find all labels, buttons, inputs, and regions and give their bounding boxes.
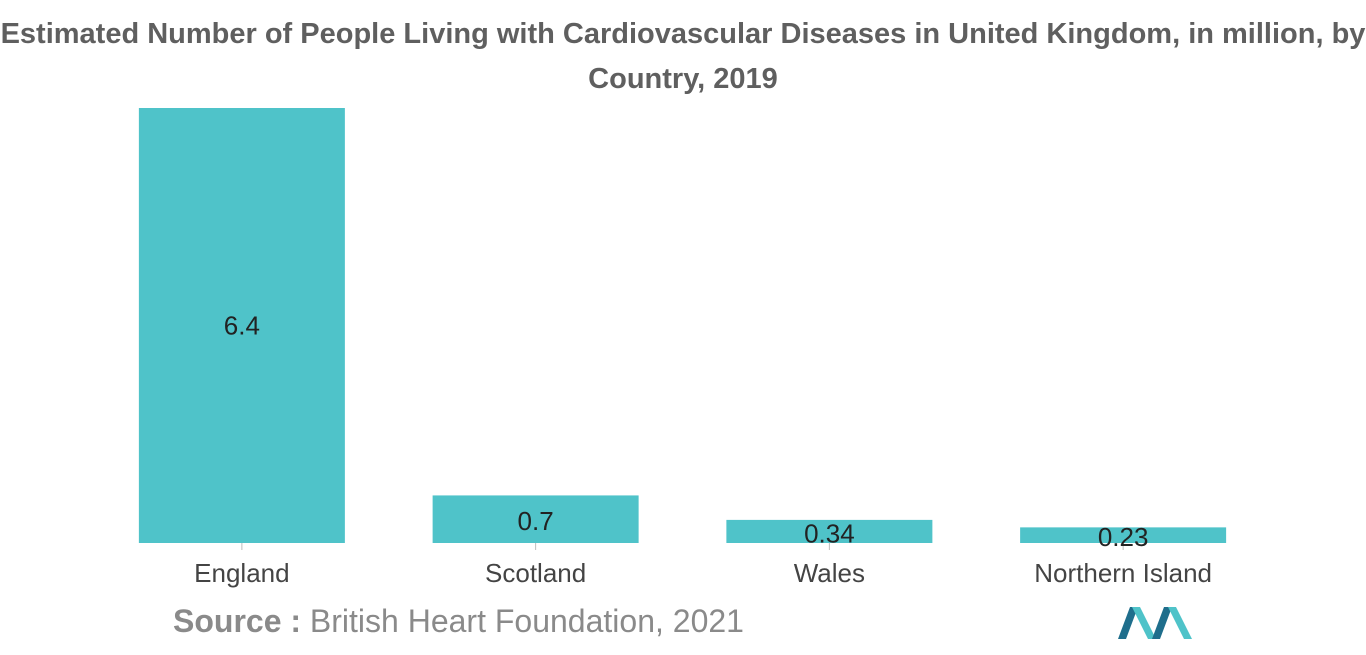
x-tick-label: Northern Island xyxy=(1034,558,1212,588)
bar-scotland xyxy=(432,495,639,543)
bar-northern-island xyxy=(1020,527,1227,543)
data-label: 0.23 xyxy=(1098,522,1149,552)
source-text: British Heart Foundation, 2021 xyxy=(309,603,744,639)
data-label: 6.4 xyxy=(224,311,260,341)
chart-title: Estimated Number of People Living with C… xyxy=(0,18,1366,95)
source-label: Source : xyxy=(173,603,302,639)
bar-wales xyxy=(726,519,933,543)
data-label: 0.34 xyxy=(804,518,855,548)
x-tick-label: Scotland xyxy=(485,558,586,588)
x-tick-label: England xyxy=(194,558,289,588)
source-note: Source : British Heart Foundation, 2021 xyxy=(173,603,744,640)
bar-chart: England Scotland Wales Northern Island 6.4 0… xyxy=(138,108,1227,588)
brand-logo-icon xyxy=(1118,607,1192,639)
bar-england xyxy=(138,108,345,543)
x-tick-label: Wales xyxy=(794,558,865,588)
data-label: 0.7 xyxy=(518,506,554,536)
